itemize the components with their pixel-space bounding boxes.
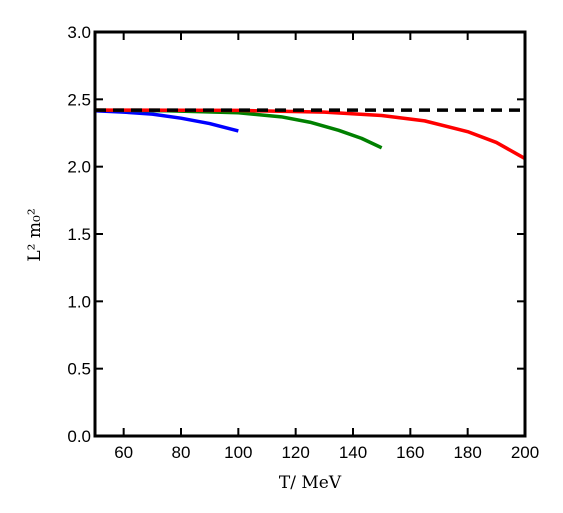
- x-tick-label: 160: [396, 443, 424, 462]
- y-tick-label: 1.5: [67, 225, 91, 244]
- y-tick-label: 0.5: [67, 360, 91, 379]
- series-line-2: [94, 108, 383, 150]
- plot-frame: [93, 30, 527, 438]
- y-tick-label: 1.0: [67, 292, 91, 311]
- x-tick-label: 200: [511, 443, 539, 462]
- x-tick-label: 80: [172, 443, 191, 462]
- x-tick-label: 140: [339, 443, 367, 462]
- y-tick-label: 2.0: [67, 158, 91, 177]
- series-layer: [94, 108, 526, 161]
- x-tick-label: 60: [114, 443, 133, 462]
- x-tick-label: 120: [281, 443, 309, 462]
- series-line-3: [94, 108, 526, 161]
- ticks-layer: 60 80 100 120 140 160 180 200 0.0 0.5 1.0 1.5 2.0 2.5…: [67, 23, 539, 462]
- y-tick-label: 2.5: [67, 90, 91, 109]
- x-tick-label: 180: [453, 443, 481, 462]
- y-axis-label: L² m₀²: [25, 208, 45, 261]
- y-tick-label: 0.0: [67, 427, 91, 446]
- x-tick-label: 100: [224, 443, 252, 462]
- x-axis-label: T/ MeV: [279, 473, 342, 493]
- y-tick-label: 3.0: [67, 23, 91, 42]
